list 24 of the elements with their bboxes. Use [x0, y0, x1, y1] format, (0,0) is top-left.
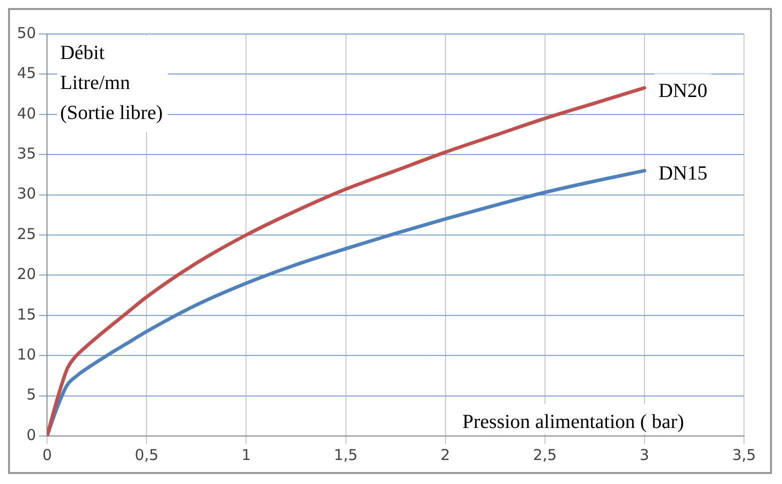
x-tick-label: 2,5	[532, 446, 557, 464]
y-tick-label: 15	[16, 305, 36, 324]
x-tick-label: 2	[440, 446, 450, 464]
y-tick-label: 30	[16, 184, 36, 203]
line-series	[47, 168, 646, 436]
series-label: DN15	[658, 162, 708, 185]
y-tick-label: 5	[26, 386, 36, 404]
y-tick-label: 40	[16, 104, 36, 122]
y-tick-label: 50	[16, 24, 36, 42]
y-tick-label: 0	[26, 426, 36, 444]
y-axis-title: Débit Litre/mn (Sortie libre)	[60, 42, 163, 124]
x-tick-label: 1,5	[334, 446, 358, 464]
x-tick-label: 3	[640, 446, 650, 464]
y-tick-label: 35	[16, 144, 36, 162]
y-tick-label: 20	[16, 265, 36, 284]
y-tick-label: 10	[16, 345, 36, 364]
x-tick-label: 1	[241, 446, 251, 464]
x-tick-label: 3,5	[732, 446, 756, 464]
x-tick-label: 0	[42, 446, 52, 464]
series-label: DN20	[658, 80, 708, 102]
x-axis-title: Pression alimentation ( bar)	[462, 411, 684, 433]
x-tick-label: 0,5	[134, 446, 159, 464]
y-tick-label: 45	[16, 64, 36, 82]
y-tick-label: 25	[16, 224, 36, 243]
